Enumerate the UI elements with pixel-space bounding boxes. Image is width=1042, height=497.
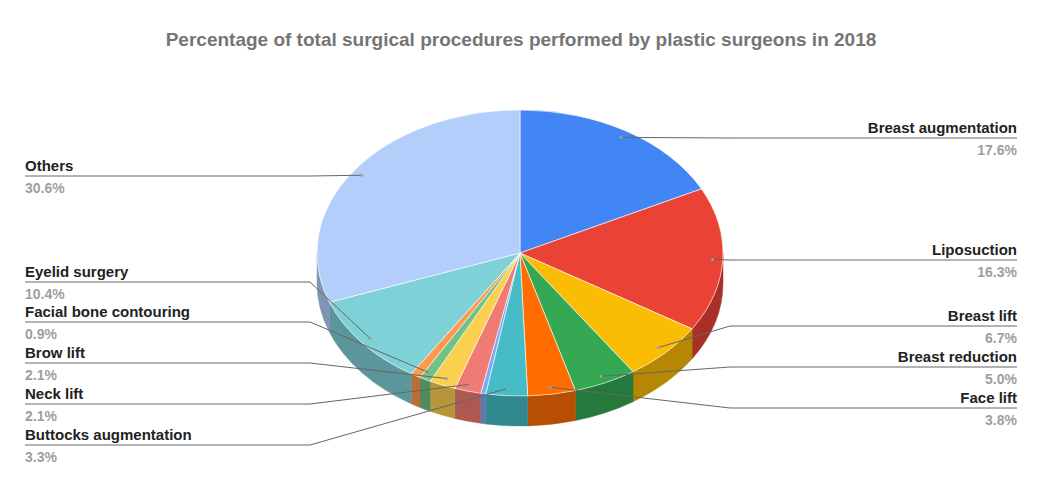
slice-side [481,393,486,424]
leader-line [621,137,1017,139]
data-label: 30.6% [25,180,65,196]
slice-label: Brow lift [25,344,85,361]
leader-line [713,259,1017,261]
slice-label: Face lift [960,389,1017,406]
slice-side [455,388,481,423]
pie-slices [317,110,723,396]
leader-dot [549,386,552,389]
chart: Percentage of total surgical procedures … [0,0,1042,497]
slice-label: Breast lift [948,307,1017,324]
leader-line [25,389,507,445]
slice-label: Breast augmentation [868,119,1017,136]
leader-dot [657,346,660,349]
leader-dot [506,387,509,390]
data-label: 17.6% [977,142,1017,158]
slice-label: Neck lift [25,385,83,402]
leader-dot [360,174,363,177]
slice-label: Buttocks augmentation [25,426,192,443]
slice-side [486,394,528,426]
leader-line [25,282,370,338]
data-label: 3.8% [985,412,1017,428]
slice [520,253,575,396]
leader-line [25,175,362,177]
data-label: 10.4% [25,286,65,302]
leader-dot [368,337,371,340]
data-label: 2.1% [25,367,57,383]
data-label: 6.7% [985,330,1017,346]
slice-side [420,377,430,411]
leader-line [25,363,446,379]
data-label: 5.0% [985,371,1017,387]
leader-line [25,384,470,404]
slice-label: Others [25,157,73,174]
data-label: 3.3% [25,449,57,465]
leader-dot [445,377,448,380]
slice-label: Liposuction [932,241,1017,258]
data-label: 0.9% [25,326,57,342]
slice-label: Facial bone contouring [25,303,190,320]
labels: Breast augmentation 17.6% Liposuction 16.3%… [25,119,1018,465]
slice-label: Breast reduction [898,348,1017,365]
leader-dot [600,375,603,378]
leader-dot [428,372,431,375]
slice-label: Eyelid surgery [25,263,129,280]
leader-dot [620,136,623,139]
leader-dot [711,258,714,261]
data-label: 2.1% [25,408,57,424]
leader-line [658,326,1017,348]
leader-line [550,387,1017,408]
leader-dot [469,383,472,386]
leader-line [601,367,1017,376]
slice [317,110,520,302]
data-label: 16.3% [977,264,1017,280]
leader-line [25,322,430,373]
title: Percentage of total surgical procedures … [166,29,877,50]
